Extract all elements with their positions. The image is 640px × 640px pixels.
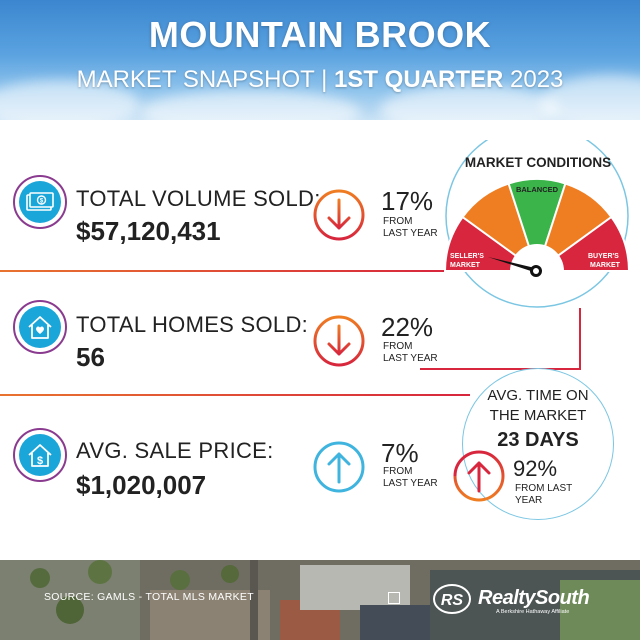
avg-time-change: 92% <box>513 456 558 481</box>
brand-tagline: A Berkshire Hathaway Affiliate <box>496 609 570 615</box>
money-icon: $ <box>13 175 67 229</box>
avg-time-title-line-1: AVG. TIME ON <box>487 387 589 404</box>
equal-housing-icon <box>388 592 400 604</box>
gauge-balanced-label: BALANCED <box>516 185 559 194</box>
footer-banner <box>0 560 640 640</box>
source-note: SOURCE: GAMLS - TOTAL MLS MARKET <box>44 591 254 603</box>
arrow-up-icon <box>453 450 505 502</box>
avg-sale-price-value: $1,020,007 <box>76 470 207 500</box>
gauge-sellers-label-2: MARKET <box>450 262 481 269</box>
total-volume-label: TOTAL VOLUME SOLD: <box>76 186 321 211</box>
subtitle-prefix: MARKET SNAPSHOT | <box>76 66 334 93</box>
subtitle-quarter: 1ST QUARTER <box>333 66 504 93</box>
arrow-down-icon <box>313 315 365 367</box>
market-conditions-gauge: BALANCED SELLER'S MARKET BUYER'S MARKET <box>443 140 631 308</box>
total-volume-change-note-2: LAST YEAR <box>383 228 438 239</box>
total-homes-change: 22% <box>381 312 434 342</box>
market-conditions-title: MARKET CONDITIONS <box>464 155 612 170</box>
arrow-up-icon <box>313 441 365 493</box>
page-title: MOUNTAIN BROOK <box>148 14 492 55</box>
gauge-buyers-label-1: BUYER'S <box>588 253 619 260</box>
connector-horizontal-line <box>420 368 581 370</box>
total-homes-value: 56 <box>76 342 105 372</box>
avg-time-change-note-2: YEAR <box>515 495 543 506</box>
subtitle-year: 2023 <box>503 66 564 93</box>
arrow-down-icon <box>313 189 365 241</box>
divider-line-2 <box>0 394 470 396</box>
svg-text:RS: RS <box>441 592 464 609</box>
avg-sale-price-change-note-2: LAST YEAR <box>383 478 438 489</box>
total-homes-change-note-1: FROM <box>383 341 413 352</box>
avg-time-panel <box>462 368 614 520</box>
svg-text:$: $ <box>37 455 43 467</box>
avg-sale-price-label: AVG. SALE PRICE: <box>76 438 274 463</box>
avg-sale-price-change-note-1: FROM <box>383 466 413 477</box>
gauge-buyers-label-2: MARKET <box>590 262 621 269</box>
avg-time-change-note-1: FROM LAST <box>515 483 573 494</box>
total-volume-value: $57,120,431 <box>76 216 221 246</box>
city-aerial-image <box>0 560 640 640</box>
total-homes-change-note-2: LAST YEAR <box>383 353 438 364</box>
connector-vertical-line <box>579 308 581 370</box>
avg-time-days: 23 DAYS <box>497 429 579 451</box>
header-banner: MOUNTAIN BROOK MARKET SNAPSHOT | 1ST QUA… <box>0 0 640 120</box>
realtysouth-logo-icon: RS <box>433 584 471 614</box>
total-volume-change: 17% <box>381 186 434 216</box>
gauge-needle <box>488 257 537 273</box>
avg-time-title: AVG. TIME ON THE MARKET <box>462 386 614 426</box>
avg-time-title-line-2: THE MARKET <box>489 407 587 424</box>
divider-line-1 <box>0 270 450 272</box>
house-dollar-icon: $ <box>13 428 67 482</box>
house-heart-icon <box>13 300 67 354</box>
gauge-sellers-label-1: SELLER'S <box>450 253 484 260</box>
brand-name: RealtySouth <box>478 587 590 609</box>
page-subtitle: MARKET SNAPSHOT | 1ST QUARTER 2023 <box>0 66 640 94</box>
avg-sale-price-change: 7% <box>381 438 419 468</box>
total-volume-change-note-1: FROM <box>383 216 413 227</box>
total-homes-label: TOTAL HOMES SOLD: <box>76 312 309 337</box>
svg-text:$: $ <box>40 199 44 205</box>
